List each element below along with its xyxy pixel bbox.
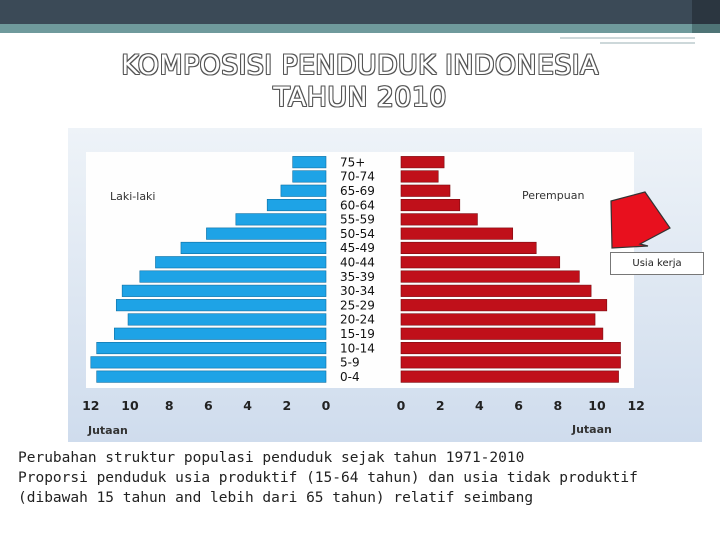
female-bar-75+ (400, 156, 445, 169)
male-bar-75+ (292, 156, 327, 169)
male-bar-50-54 (206, 227, 327, 240)
caption-line-2: Proporsi penduduk usia produktif (15-64 … (18, 470, 638, 486)
female-bar-20-24 (400, 313, 596, 326)
right-tick-2: 2 (436, 398, 445, 413)
female-bar-50-54 (400, 227, 514, 240)
male-bar-30-34 (121, 284, 327, 297)
female-bar-60-64 (400, 199, 461, 212)
male-bar-45-49 (180, 241, 327, 254)
male-bar-70-74 (292, 170, 327, 183)
male-bar-65-69 (280, 184, 327, 197)
female-bar-65-69 (400, 184, 451, 197)
left-series-label: Laki-laki (110, 190, 156, 203)
male-bar-15-19 (114, 327, 327, 340)
male-bar-20-24 (127, 313, 327, 326)
slide-title: KOMPOSISI PENDUDUK INDONESIA TAHUN 2010 (0, 50, 720, 114)
age-group-labels: 0-45-910-1415-1920-2425-2930-3435-3940-4… (340, 155, 375, 384)
left-axis-ticks: 12 10 8 6 4 2 0 (82, 398, 331, 413)
age-label-35-39: 35-39 (340, 270, 375, 284)
age-label-70-74: 70-74 (340, 170, 375, 184)
female-bar-40-44 (400, 256, 561, 269)
male-bar-60-64 (266, 199, 327, 212)
caption-line-3: (dibawah 15 tahun and lebih dari 65 tahu… (18, 490, 534, 506)
age-label-60-64: 60-64 (340, 198, 375, 212)
right-tick-12: 12 (627, 398, 644, 413)
callout-label: Usia kerja (610, 252, 704, 275)
female-bar-55-59 (400, 213, 478, 226)
male-bars (90, 156, 327, 383)
age-label-75+: 75+ (340, 155, 365, 169)
right-series-label: Perempuan (522, 189, 584, 202)
left-tick-4: 4 (243, 398, 252, 413)
female-bar-0-4 (400, 370, 619, 383)
female-bar-5-9 (400, 356, 621, 369)
age-label-5-9: 5-9 (340, 356, 360, 370)
slide-accent-bar-corner (692, 24, 720, 33)
age-label-40-44: 40-44 (340, 256, 375, 270)
age-label-65-69: 65-69 (340, 184, 375, 198)
title-line-1: KOMPOSISI PENDUDUK INDONESIA (121, 50, 599, 81)
age-label-20-24: 20-24 (340, 313, 375, 327)
male-bar-55-59 (235, 213, 327, 226)
male-bar-25-29 (115, 299, 327, 312)
arrow-icon (610, 191, 671, 249)
left-tick-8: 8 (165, 398, 174, 413)
male-bar-5-9 (90, 356, 327, 369)
left-tick-0: 0 (322, 398, 331, 413)
male-bar-10-14 (96, 341, 327, 355)
slide-top-bar-corner (692, 0, 720, 24)
male-bar-40-44 (155, 256, 327, 269)
age-label-0-4: 0-4 (340, 370, 360, 384)
right-axis-ticks: 0 2 4 6 8 10 12 (397, 398, 645, 413)
decorative-lines (560, 37, 695, 45)
male-bar-35-39 (139, 270, 327, 283)
caption-line-1: Perubahan struktur populasi penduduk sej… (18, 450, 525, 466)
left-tick-6: 6 (204, 398, 213, 413)
female-bar-30-34 (400, 284, 592, 297)
age-label-45-49: 45-49 (340, 241, 375, 255)
title-line-2: TAHUN 2010 (273, 82, 447, 113)
right-tick-6: 6 (514, 398, 523, 413)
left-tick-10: 10 (121, 398, 139, 413)
left-tick-2: 2 (282, 398, 291, 413)
age-label-50-54: 50-54 (340, 227, 375, 241)
left-tick-12: 12 (82, 398, 99, 413)
left-axis-unit: Jutaan (87, 424, 128, 437)
age-label-30-34: 30-34 (340, 284, 375, 298)
age-label-10-14: 10-14 (340, 341, 375, 355)
right-tick-0: 0 (397, 398, 406, 413)
female-bar-45-49 (400, 241, 537, 254)
right-tick-4: 4 (475, 398, 484, 413)
female-bar-70-74 (400, 170, 439, 183)
slide-accent-bar (0, 24, 720, 33)
age-label-25-29: 25-29 (340, 298, 375, 312)
slide-top-bar (0, 0, 720, 24)
right-axis-unit: Jutaan (571, 423, 612, 436)
right-tick-8: 8 (553, 398, 562, 413)
caption: Perubahan struktur populasi penduduk sej… (18, 448, 708, 508)
female-bar-15-19 (400, 327, 604, 340)
female-bars (400, 156, 621, 383)
age-label-15-19: 15-19 (340, 327, 375, 341)
right-tick-10: 10 (588, 398, 606, 413)
male-bar-0-4 (96, 370, 327, 383)
age-label-55-59: 55-59 (340, 213, 375, 227)
female-bar-10-14 (400, 341, 621, 355)
female-bar-35-39 (400, 270, 580, 283)
female-bar-25-29 (400, 299, 608, 312)
